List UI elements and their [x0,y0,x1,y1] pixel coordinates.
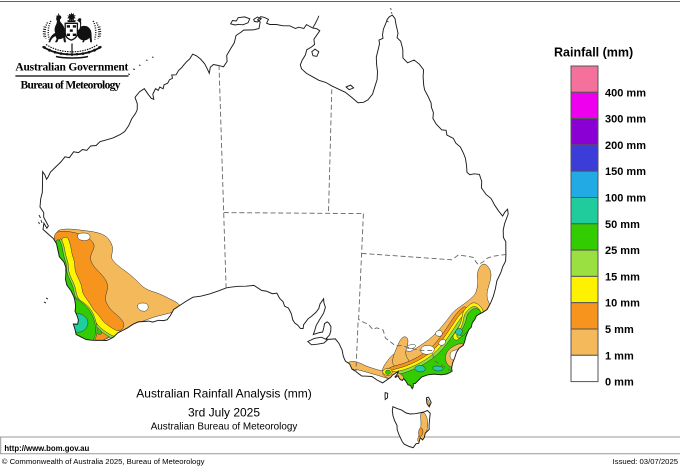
svg-text:100 mm: 100 mm [605,193,646,205]
svg-text:Rainfall (mm): Rainfall (mm) [554,46,633,60]
svg-text:Bureau of Meteorology: Bureau of Meteorology [21,80,121,92]
svg-text:5 mm: 5 mm [605,324,634,336]
svg-text:Issued: 03/07/2025: Issued: 03/07/2025 [613,457,678,466]
svg-text:Australian Rainfall Analysis (: Australian Rainfall Analysis (mm) [136,387,311,401]
svg-text:150 mm: 150 mm [605,166,646,178]
svg-text:400 mm: 400 mm [605,87,646,99]
svg-text:3rd July 2025: 3rd July 2025 [188,406,260,420]
svg-text:50 mm: 50 mm [605,219,640,231]
svg-text:10 mm: 10 mm [605,298,640,310]
svg-text:Australian Government: Australian Government [15,61,128,73]
svg-text:© Commonwealth of Australia 20: © Commonwealth of Australia 2025, Bureau… [2,457,205,466]
svg-text:0 mm: 0 mm [605,377,634,389]
svg-text:Australian Bureau of Meteorolo: Australian Bureau of Meteorology [151,422,298,433]
svg-text:300 mm: 300 mm [605,114,646,126]
svg-text:15 mm: 15 mm [605,271,640,283]
svg-text:http://www.bom.gov.au: http://www.bom.gov.au [4,444,89,453]
svg-text:200 mm: 200 mm [605,140,646,152]
svg-text:1 mm: 1 mm [605,350,634,362]
svg-text:25 mm: 25 mm [605,245,640,257]
